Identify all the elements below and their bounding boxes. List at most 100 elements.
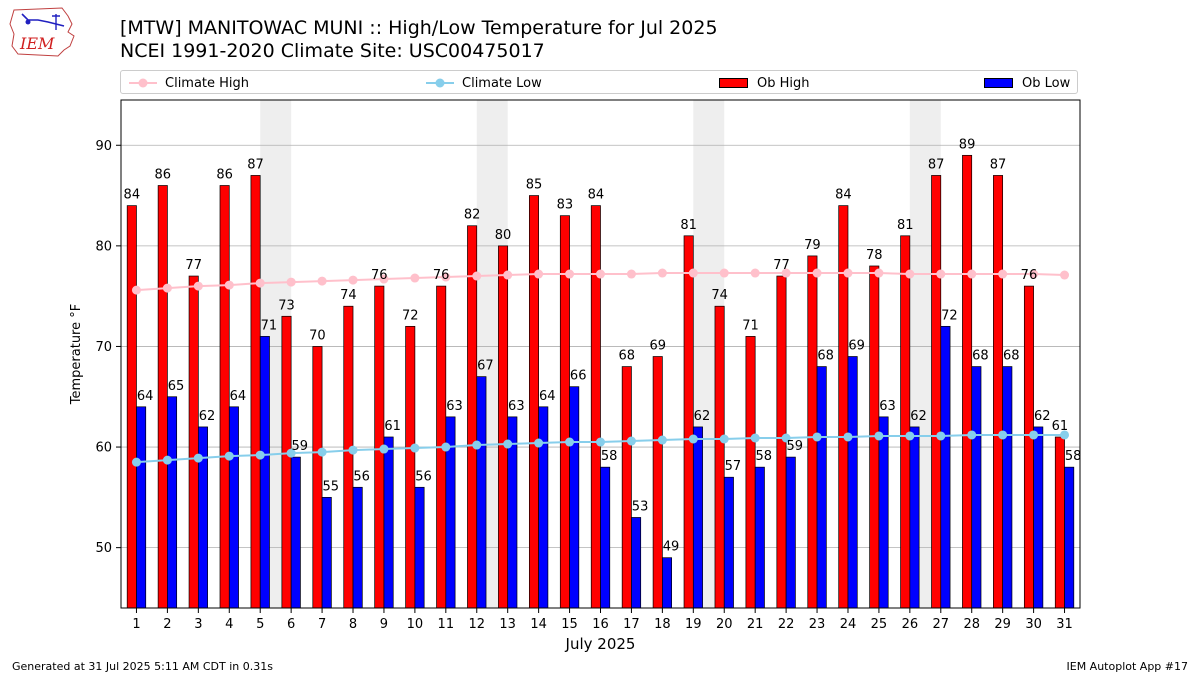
ob-low-bar-27 [940,325,951,609]
climate-high-point-18 [657,268,667,278]
ob-high-label-3: 77 [185,258,202,273]
ob-high-label-28: 89 [959,137,976,152]
ob-low-bar-17 [631,517,642,609]
ob-high-bar-1 [126,205,137,609]
ob-high-label-9: 76 [371,268,388,283]
ob-high-bar-8 [343,305,354,609]
ob-low-label-23: 68 [817,349,834,364]
x-tick-label-23: 23 [809,617,826,632]
climate-high-point-28 [967,269,977,279]
ob-high-bar-12 [467,225,478,609]
ob-low-bar-30 [1033,426,1044,609]
ob-low-label-25: 63 [879,399,896,414]
climate-low-point-14 [534,438,544,448]
legend-item-climate-high: Climate High [129,74,249,92]
ob-high-bar-4 [219,185,230,609]
ob-high-label-24: 84 [835,188,852,203]
ob-high-label-1: 84 [124,188,141,203]
x-tick-label-20: 20 [716,617,733,632]
climate-high-point-29 [998,269,1008,279]
x-tick-label-7: 7 [318,617,326,632]
ob-low-label-30: 62 [1034,409,1051,424]
ob-high-label-20: 74 [711,288,728,303]
x-tick-label-3: 3 [194,617,202,632]
chart-subtitle: NCEI 1991-2020 Climate Site: USC00475017 [120,40,545,62]
ob-low-bar-16 [600,466,611,609]
ob-high-bar-30 [1023,285,1034,609]
ob-low-bar-26 [909,426,920,609]
ob-low-label-20: 57 [725,459,742,474]
climate-low-point-26 [905,431,915,441]
legend-item-climate-low: Climate Low [426,74,542,92]
ob-high-label-6: 73 [278,298,295,313]
climate-high-point-14 [534,269,544,279]
iem-logo: IEM [9,7,75,57]
x-tick-label-29: 29 [994,617,1011,632]
climate-low-point-21 [750,433,760,443]
climate-low-point-29 [998,430,1008,440]
climate-high-point-19 [688,268,698,278]
ob-high-bar-10 [405,325,416,609]
ob-low-bar-20 [723,476,734,609]
x-tick-label-18: 18 [654,617,671,632]
climate-high-point-2 [162,283,172,293]
ob-high-label-26: 81 [897,218,914,233]
ob-high-label-15: 83 [557,198,574,213]
ob-low-bar-22 [785,456,796,609]
climate-high-swatch-icon [129,78,157,88]
x-tick-label-30: 30 [1025,617,1042,632]
x-tick-label-24: 24 [840,617,857,632]
ob-high-label-2: 86 [154,168,171,183]
climate-low-point-19 [688,434,698,444]
climate-low-swatch-icon [426,78,454,88]
climate-low-point-25 [874,431,884,441]
ob-high-label-8: 74 [340,288,357,303]
climate-high-point-21 [750,268,760,278]
ob-high-label-7: 70 [309,328,326,343]
ob-high-bar-21 [745,336,756,609]
logo-text: IEM [19,34,55,53]
y-axis-label: Temperature °F [69,304,84,405]
y-tick-label-80: 80 [95,239,112,254]
ob-high-bar-13 [498,245,509,609]
x-tick-label-4: 4 [225,617,233,632]
legend-label-ob-high: Ob High [757,75,810,91]
ob-low-bar-18 [662,557,673,609]
ob-high-bar-19 [683,235,694,609]
climate-high-point-26 [905,269,915,279]
x-tick-label-10: 10 [407,617,424,632]
climate-low-point-23 [812,432,822,442]
ob-low-label-28: 68 [972,349,989,364]
climate-high-point-5 [255,278,265,288]
ob-high-bar-23 [807,255,818,609]
ob-low-bar-6 [290,456,301,609]
ob-low-label-19: 62 [694,409,711,424]
x-tick-label-14: 14 [530,617,547,632]
ob-low-bar-21 [754,466,765,609]
ob-low-bar-5 [259,336,270,609]
x-tick-label-13: 13 [499,617,516,632]
legend: Climate High Climate Low Ob High Ob Low [120,70,1078,94]
ob-high-bar-20 [714,305,725,609]
ob-low-label-10: 56 [415,469,432,484]
climate-high-point-7 [317,276,327,286]
ob-low-label-24: 69 [848,339,865,354]
x-tick-label-19: 19 [685,617,702,632]
x-tick-label-9: 9 [380,617,388,632]
ob-low-label-3: 62 [199,409,216,424]
ob-high-bar-7 [312,346,323,609]
climate-high-point-6 [286,277,296,287]
ob-high-label-27: 87 [928,157,945,172]
ob-high-label-25: 78 [866,248,883,263]
x-tick-label-12: 12 [468,617,485,632]
y-tick-label-50: 50 [95,541,112,556]
ob-low-bar-28 [971,366,982,609]
ob-high-bar-28 [962,154,973,609]
climate-high-point-3 [193,281,203,291]
climate-low-point-5 [255,450,265,460]
ob-high-bar-3 [188,275,199,609]
climate-low-point-24 [843,432,853,442]
climate-high-point-17 [626,269,636,279]
ob-low-label-4: 64 [230,389,247,404]
